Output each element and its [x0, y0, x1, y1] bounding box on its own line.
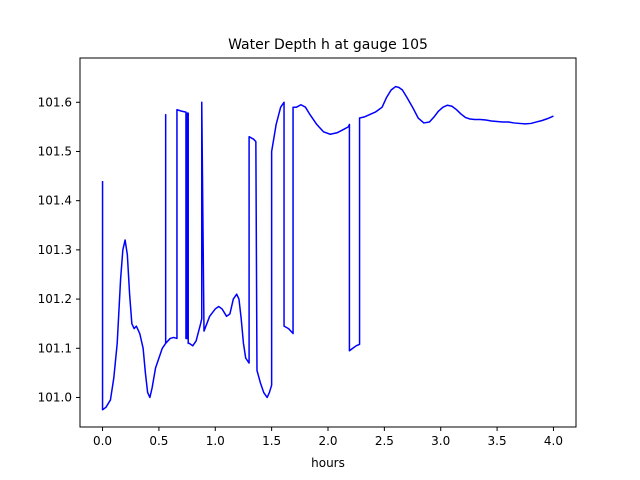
x-tick-label: 1.0	[206, 434, 225, 448]
y-tick-label: 101.3	[38, 243, 72, 257]
y-tick-label: 101.0	[38, 390, 72, 404]
x-tick-label: 1.5	[262, 434, 281, 448]
x-tick-label: 0.0	[93, 434, 112, 448]
x-tick-label: 3.5	[488, 434, 507, 448]
y-tick-label: 101.5	[38, 144, 72, 158]
x-tick-label: 2.0	[318, 434, 337, 448]
x-tick-label: 2.5	[375, 434, 394, 448]
series-layer	[101, 85, 554, 411]
x-axis-label: hours	[311, 456, 345, 470]
y-tick-label: 101.1	[38, 341, 72, 355]
series-line-0	[101, 85, 554, 411]
y-tick-label: 101.2	[38, 292, 72, 306]
y-tick-label: 101.6	[38, 95, 72, 109]
x-tick-label: 0.5	[149, 434, 168, 448]
y-tick-label: 101.4	[38, 194, 72, 208]
y-axis-ticks: 101.0 101.1 101.2 101.3 101.4 101.5 101.6	[38, 95, 80, 404]
x-tick-label: 3.0	[431, 434, 450, 448]
chart-title: Water Depth h at gauge 105	[228, 37, 428, 53]
x-axis-ticks: 0.0 0.5 1.0 1.5 2.0 2.5 3.0 3.5 4.0	[93, 427, 563, 448]
x-tick-label: 4.0	[544, 434, 563, 448]
